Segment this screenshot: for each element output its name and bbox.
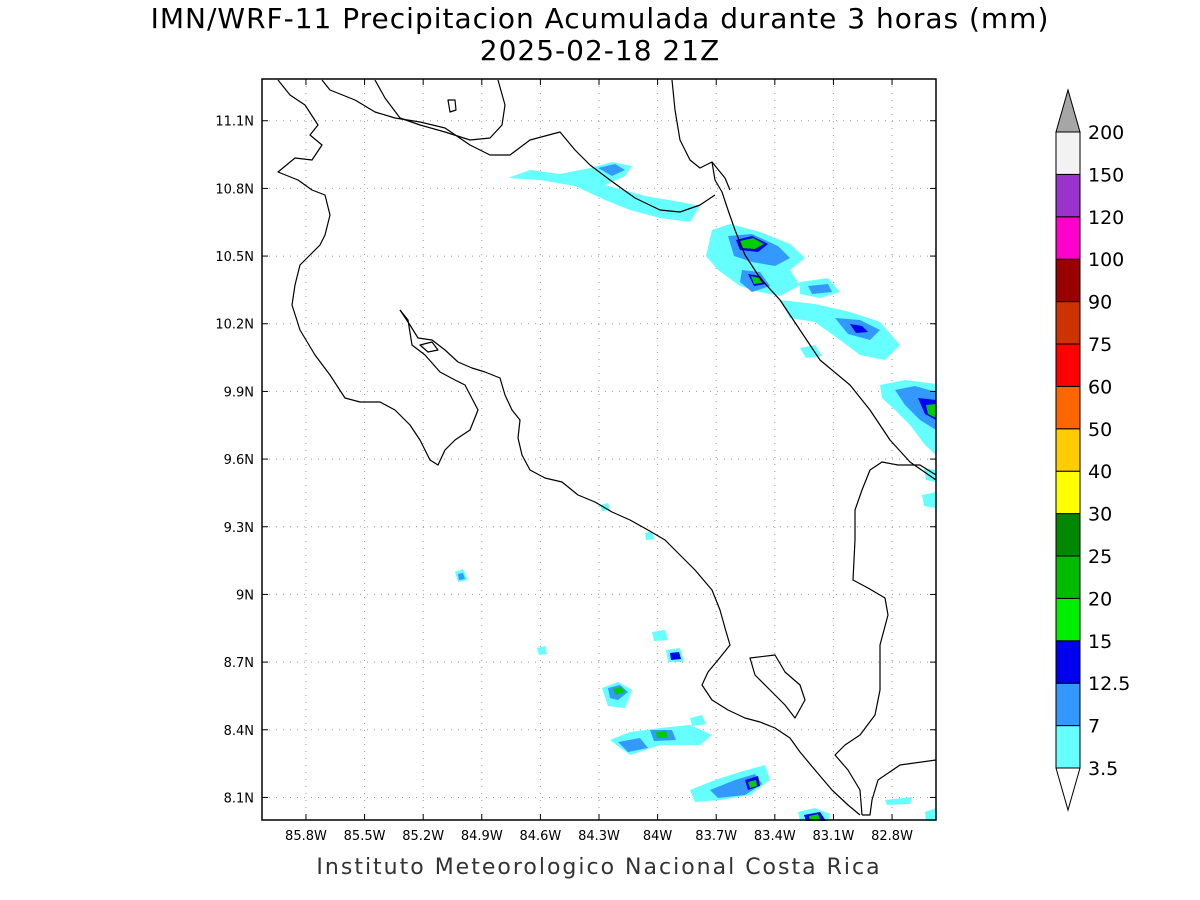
- legend-swatch: [1055, 343, 1081, 387]
- precip-area: [740, 238, 764, 249]
- lon-tick-label: 83.7W: [695, 829, 737, 844]
- legend-label: 15: [1088, 631, 1112, 653]
- precip-area: [922, 492, 936, 508]
- lake-island: [447, 99, 457, 113]
- precip-area: [926, 404, 936, 418]
- lon-tick-label: 83.1W: [813, 829, 855, 844]
- lat-tick-label: 9N: [236, 588, 254, 603]
- lake-shore: [374, 79, 506, 141]
- axis-ticks: 85.8W 85.5W 85.2W 84.9W 84.6W 84.3W 84W 83.7W 83…: [215, 79, 936, 844]
- precipitation-field: [455, 162, 936, 821]
- legend-label: 40: [1088, 461, 1112, 483]
- lon-tick-label: 83.4W: [754, 829, 796, 844]
- lat-tick-label: 10.8N: [215, 182, 254, 197]
- legend-swatch: [1055, 470, 1081, 515]
- chart-title: IMN/WRF-11 Precipitacion Acumulada duran…: [150, 2, 1050, 35]
- legend-swatch: [1055, 555, 1081, 599]
- lat-tick-label: 8.7N: [224, 656, 254, 671]
- legend-label: 60: [1088, 376, 1112, 398]
- precip-area: [645, 531, 654, 540]
- precip-area: [925, 808, 936, 821]
- legend-label: 100: [1088, 249, 1124, 271]
- grid-lines: [262, 79, 936, 820]
- legend-label: 25: [1088, 546, 1112, 568]
- legend-label: 12.5: [1088, 673, 1130, 695]
- coastline: [419, 341, 439, 353]
- chart-subtitle: 2025-02-18 21Z: [479, 34, 721, 67]
- legend-swatch: [1055, 301, 1081, 345]
- precip-area: [850, 324, 868, 333]
- precip-area: [748, 780, 757, 788]
- lon-tick-label: 85.5W: [344, 829, 386, 844]
- lat-tick-label: 8.1N: [224, 791, 254, 806]
- precip-area: [808, 284, 832, 294]
- coastlines-and-borders: [277, 79, 937, 816]
- coastline: [711, 161, 731, 191]
- legend-swatch: [1055, 597, 1081, 642]
- lon-tick-label: 84.3W: [578, 829, 620, 844]
- lat-tick-label: 10.2N: [215, 318, 254, 333]
- legend-swatch: [1055, 428, 1081, 472]
- legend-label: 50: [1088, 419, 1112, 441]
- legend-label: 3.5: [1088, 758, 1118, 780]
- legend-label: 90: [1088, 292, 1112, 314]
- precip-area: [895, 386, 936, 430]
- precip-area: [690, 715, 706, 726]
- lat-tick-label: 9.3N: [224, 521, 254, 536]
- lon-tick-label: 85.8W: [285, 829, 327, 844]
- lat-tick-label: 10.5N: [215, 250, 254, 265]
- precip-area: [885, 797, 912, 805]
- precip-area: [656, 731, 668, 738]
- footer-credit: Instituto Meteorologico Nacional Costa R…: [316, 855, 882, 880]
- color-legend: 3.5 7 12.5 15 20 25 30 40 50 60 75 90 100 120 150 200: [1055, 88, 1130, 812]
- precip-area: [508, 162, 700, 222]
- lon-tick-label: 84W: [643, 829, 673, 844]
- lon-tick-label: 82.8W: [871, 829, 913, 844]
- legend-label: 75: [1088, 334, 1112, 356]
- legend-arrow-low: [1055, 767, 1081, 812]
- lon-tick-label: 85.2W: [402, 829, 444, 844]
- precip-area: [613, 687, 625, 695]
- coastline: [862, 759, 937, 816]
- lat-tick-label: 9.9N: [224, 385, 254, 400]
- lon-tick-label: 84.6W: [519, 829, 561, 844]
- precip-area: [458, 573, 465, 580]
- coastline: [671, 79, 937, 481]
- precip-area: [780, 300, 900, 360]
- precip-area: [537, 646, 547, 655]
- legend-label: 20: [1088, 588, 1112, 610]
- legend-swatch: [1055, 682, 1081, 727]
- legend-swatch: [1055, 173, 1081, 218]
- legend-swatch: [1055, 640, 1081, 684]
- legend-swatch: [1055, 216, 1081, 260]
- coastline: [399, 309, 861, 816]
- legend-arrow-high: [1055, 88, 1081, 133]
- legend-label: 200: [1088, 122, 1124, 144]
- precip-area: [751, 276, 762, 284]
- precip-area: [618, 738, 648, 752]
- lat-tick-label: 11.1N: [215, 115, 254, 130]
- legend-label: 7: [1088, 716, 1100, 738]
- legend-swatch: [1055, 725, 1081, 769]
- lat-tick-label: 9.6N: [224, 453, 254, 468]
- legend-swatch: [1055, 258, 1081, 303]
- border: [834, 461, 937, 816]
- coastline: [277, 79, 479, 466]
- lat-tick-label: 8.4N: [224, 724, 254, 739]
- legend-label: 150: [1088, 164, 1124, 186]
- precip-area: [598, 164, 625, 176]
- legend-swatch: [1055, 131, 1081, 175]
- legend-label: 120: [1088, 207, 1124, 229]
- precip-area: [924, 468, 936, 482]
- legend-label: 30: [1088, 504, 1112, 526]
- legend-swatch: [1055, 513, 1081, 557]
- precip-area: [652, 630, 668, 641]
- lon-tick-label: 84.9W: [461, 829, 503, 844]
- precip-area: [670, 652, 681, 660]
- coastline: [749, 654, 806, 719]
- legend-swatch: [1055, 385, 1081, 430]
- border: [321, 79, 716, 213]
